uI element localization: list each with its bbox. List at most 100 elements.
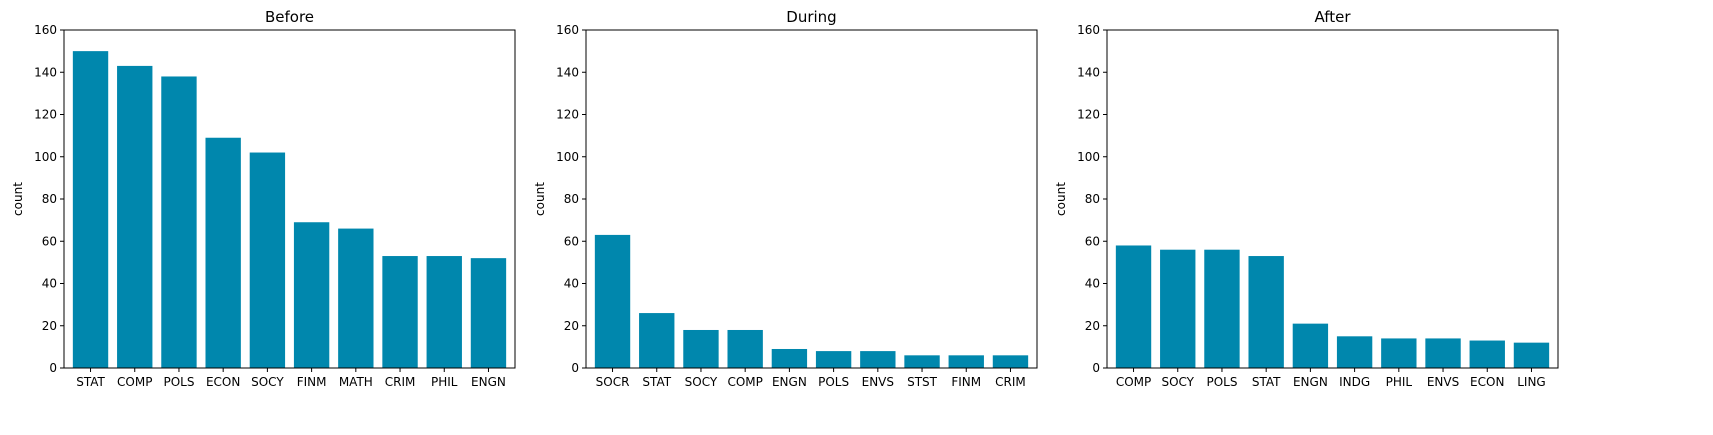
x-tick-label: FINM (951, 375, 981, 389)
y-tick-label: 120 (34, 108, 57, 122)
bar (683, 329, 719, 368)
x-tick-label: PHIL (431, 375, 458, 389)
bar (117, 65, 153, 368)
x-tick-label: ENVS (1427, 375, 1459, 389)
plot-frame (1106, 29, 1559, 369)
y-tick-label: 80 (1085, 192, 1100, 206)
y-tick-label: 0 (49, 361, 57, 375)
x-tick-label: COMP (117, 375, 152, 389)
x-tick-label: FINM (297, 375, 327, 389)
x-tick-label: SOCY (685, 375, 718, 389)
x-tick-label: CRIM (385, 375, 416, 389)
bar (1425, 338, 1461, 368)
bar (727, 329, 763, 368)
y-tick-label: 160 (1077, 23, 1100, 37)
y-tick-label: 60 (1085, 234, 1100, 248)
x-tick-label: SOCY (1161, 375, 1194, 389)
y-tick-label: 20 (42, 319, 57, 333)
y-axis-label: count (533, 182, 547, 216)
x-tick-label: COMP (727, 375, 762, 389)
bar (1248, 256, 1284, 368)
y-tick-label: 60 (42, 234, 57, 248)
bar (1513, 342, 1550, 368)
y-axis-label: count (1054, 182, 1068, 216)
chart-title: After (1314, 8, 1351, 26)
bar (72, 51, 109, 369)
y-tick-label: 140 (556, 65, 579, 79)
y-tick-label: 100 (556, 150, 579, 164)
y-tick-label: 40 (1085, 277, 1100, 291)
y-tick-label: 40 (42, 277, 57, 291)
y-tick-label: 100 (1077, 150, 1100, 164)
bar (860, 351, 896, 368)
y-tick-label: 100 (34, 150, 57, 164)
x-tick-label: MATH (339, 375, 373, 389)
x-tick-label: SOCY (251, 375, 284, 389)
bar (1115, 245, 1152, 368)
bar (992, 355, 1029, 368)
y-tick-label: 40 (564, 277, 579, 291)
y-tick-label: 140 (34, 65, 57, 79)
y-tick-label: 160 (556, 23, 579, 37)
y-tick-label: 140 (1077, 65, 1100, 79)
y-tick-label: 80 (564, 192, 579, 206)
bar (948, 355, 984, 368)
x-tick-label: POLS (818, 375, 849, 389)
bar (771, 348, 808, 368)
y-axis-label: count (11, 182, 25, 216)
y-tick-label: 160 (34, 23, 57, 37)
bar (161, 76, 197, 368)
chart-title: Before (265, 8, 314, 26)
x-tick-label: STAT (76, 375, 105, 389)
bar (1160, 249, 1196, 368)
y-tick-label: 60 (564, 234, 579, 248)
bar (904, 355, 940, 368)
x-tick-label: LING (1517, 375, 1546, 389)
x-tick-label: ECON (1470, 375, 1504, 389)
bar (639, 313, 675, 368)
x-tick-label: STAT (642, 375, 671, 389)
bar (338, 228, 374, 368)
x-tick-label: POLS (1206, 375, 1237, 389)
bar (382, 256, 418, 368)
bar (1292, 323, 1329, 368)
plot-frame (585, 29, 1038, 369)
bar (815, 351, 852, 368)
x-tick-label: CRIM (995, 375, 1026, 389)
bar (426, 256, 462, 368)
plot-frame (63, 29, 516, 369)
chart-panel-1: SOCR STAT SOCY COMP ENGN POLS ENVS STST FINM CRIM… (533, 8, 1038, 389)
bar (205, 137, 241, 368)
x-tick-label: STAT (1252, 375, 1281, 389)
chart-panel-2: COMP SOCY POLS STAT ENGN INDG PHIL ENVS ECON LING… (1054, 8, 1559, 389)
y-tick-label: 20 (1085, 319, 1100, 333)
x-tick-label: PHIL (1386, 375, 1413, 389)
x-tick-label: ENGN (471, 375, 506, 389)
y-tick-label: 80 (42, 192, 57, 206)
y-tick-label: 120 (556, 108, 579, 122)
bar (1336, 336, 1373, 368)
x-tick-label: INDG (1339, 375, 1370, 389)
x-tick-label: STST (907, 375, 938, 389)
x-tick-label: ECON (206, 375, 240, 389)
bar (1204, 249, 1240, 368)
x-tick-label: COMP (1116, 375, 1151, 389)
y-tick-label: 20 (564, 319, 579, 333)
x-tick-label: ENGN (1293, 375, 1328, 389)
bar (594, 234, 631, 368)
x-tick-label: POLS (163, 375, 194, 389)
chart-panel-0: STAT COMP POLS ECON SOCY FINM MATH CRIM PHIL ENGN… (11, 8, 516, 389)
bar (1381, 338, 1417, 368)
y-tick-label: 0 (1092, 361, 1100, 375)
bar (249, 152, 286, 368)
x-tick-label: SOCR (596, 375, 630, 389)
bar (470, 258, 507, 368)
bar (293, 222, 330, 368)
chart-title: During (786, 8, 836, 26)
x-tick-label: ENGN (772, 375, 807, 389)
y-tick-label: 120 (1077, 108, 1100, 122)
y-tick-label: 0 (571, 361, 579, 375)
bar (1469, 340, 1505, 368)
x-tick-label: ENVS (862, 375, 894, 389)
